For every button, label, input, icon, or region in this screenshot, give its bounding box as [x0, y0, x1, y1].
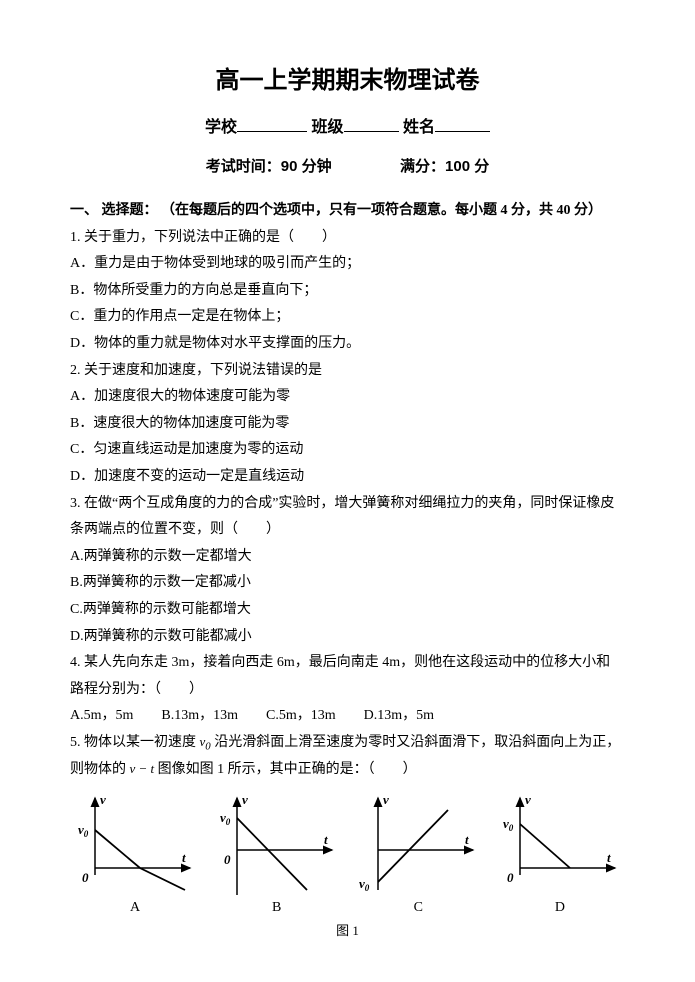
exam-meta: 考试时间：90 分钟 满分：100 分 [70, 155, 625, 176]
time-label: 考试时间： [206, 158, 281, 175]
student-info-line: 学校 班级 姓名 [70, 113, 625, 137]
figure-a-label: A [70, 900, 200, 916]
graph-b-svg: v t v0 0 [212, 790, 342, 900]
name-label: 姓名 [403, 119, 435, 136]
axis-t-label: t [465, 832, 469, 847]
q5-stem-2: 则物体的 v − t 图像如图 1 所示，其中正确的是：（ ） [70, 757, 625, 784]
q3-stem-1: 3. 在做“两个互成角度的力的合成”实验时，增大弹簧称对细绳拉力的夹角，同时保证… [70, 491, 625, 518]
section-1-head: 一、 选择题： （在每题后的四个选项中，只有一项符合题意。每小题 4 分，共 4… [70, 198, 625, 225]
question-1: 1. 关于重力，下列说法中正确的是（ ） A．重力是由于物体受到地球的吸引而产生… [70, 225, 625, 358]
q4-opts: A.5m，5m B.13m，13m C.5m，13m D.13m，5m [70, 703, 625, 730]
page-title: 高一上学期期末物理试卷 [70, 60, 625, 95]
school-label: 学校 [205, 119, 237, 136]
full-label: 满分： [400, 158, 445, 175]
q2-opt-d: D．加速度不变的运动一定是直线运动 [70, 464, 625, 491]
question-3: 3. 在做“两个互成角度的力的合成”实验时，增大弹簧称对细绳拉力的夹角，同时保证… [70, 491, 625, 651]
q2-stem: 2. 关于速度和加速度，下列说法错误的是 [70, 358, 625, 385]
q3-opt-c: C.两弹簧称的示数可能都增大 [70, 597, 625, 624]
q3-opt-a: A.两弹簧称的示数一定都增大 [70, 544, 625, 571]
q2-opt-a: A．加速度很大的物体速度可能为零 [70, 384, 625, 411]
question-2: 2. 关于速度和加速度，下列说法错误的是 A．加速度很大的物体速度可能为零 B．… [70, 358, 625, 491]
v0-label: v0 [220, 810, 231, 827]
q5-stem-2a: 则物体的 [70, 762, 130, 777]
section-1-label: 一、 选择题： [70, 203, 158, 218]
axis-v-label: v [100, 792, 106, 807]
v0-label: v0 [359, 876, 370, 893]
q2-opt-c: C．匀速直线运动是加速度为零的运动 [70, 437, 625, 464]
q1-opt-b: B．物体所受重力的方向总是垂直向下； [70, 278, 625, 305]
figure-row: v t v0 0 A v t v0 0 [70, 790, 625, 916]
axis-v-label: v [242, 792, 248, 807]
graph-a-svg: v t v0 0 [70, 790, 200, 900]
q2-opt-b: B．速度很大的物体加速度可能为零 [70, 411, 625, 438]
q4-stem-1: 4. 某人先向东走 3m，接着向西走 6m，最后向南走 4m，则他在这段运动中的… [70, 650, 625, 677]
axis-t-label: t [324, 832, 328, 847]
figure-c: v t v0 C [353, 790, 483, 916]
figure-b: v t v0 0 B [212, 790, 342, 916]
graph-c-svg: v t v0 [353, 790, 483, 900]
question-4: 4. 某人先向东走 3m，接着向西走 6m，最后向南走 4m，则他在这段运动中的… [70, 650, 625, 730]
axis-v-label: v [525, 792, 531, 807]
q5-vt: v − t [130, 761, 155, 776]
q5-v0: v0 [200, 734, 211, 749]
v0-label: v0 [78, 822, 89, 839]
origin-label: 0 [224, 852, 231, 867]
origin-label: 0 [507, 870, 514, 885]
q1-opt-c: C．重力的作用点一定是在物体上； [70, 304, 625, 331]
q5-stem-1: 5. 物体以某一初速度 v0 沿光滑斜面上滑至速度为零时又沿斜面滑下，取沿斜面向… [70, 730, 625, 757]
class-blank[interactable] [344, 115, 399, 132]
figure-a: v t v0 0 A [70, 790, 200, 916]
figure-d: v t v0 0 D [495, 790, 625, 916]
q5-stem-2b: 图像如图 1 所示，其中正确的是：（ ） [154, 762, 417, 777]
q5-stem-1b: 沿光滑斜面上滑至速度为零时又沿斜面滑下，取沿斜面向上为正， [211, 735, 621, 750]
graph-d-svg: v t v0 0 [495, 790, 625, 900]
q4-stem-2: 路程分别为：（ ） [70, 677, 625, 704]
time-value: 90 分钟 [281, 158, 332, 175]
q1-stem: 1. 关于重力，下列说法中正确的是（ ） [70, 225, 625, 252]
exam-page: 高一上学期期末物理试卷 学校 班级 姓名 考试时间：90 分钟 满分：100 分… [0, 0, 695, 969]
q1-opt-a: A．重力是由于物体受到地球的吸引而产生的； [70, 251, 625, 278]
q5-stem-1a: 5. 物体以某一初速度 [70, 735, 200, 750]
q1-opt-d: D．物体的重力就是物体对水平支撑面的压力。 [70, 331, 625, 358]
q3-opt-d: D.两弹簧称的示数可能都减小 [70, 624, 625, 651]
axis-t-label: t [182, 850, 186, 865]
name-blank[interactable] [435, 115, 490, 132]
origin-label: 0 [82, 870, 89, 885]
axis-v-label: v [383, 792, 389, 807]
class-label: 班级 [311, 119, 343, 136]
question-5: 5. 物体以某一初速度 v0 沿光滑斜面上滑至速度为零时又沿斜面滑下，取沿斜面向… [70, 730, 625, 784]
figure-b-label: B [212, 900, 342, 916]
q3-opt-b: B.两弹簧称的示数一定都减小 [70, 570, 625, 597]
q3-stem-2: 条两端点的位置不变，则（ ） [70, 517, 625, 544]
figure-caption: 图 1 [70, 920, 625, 939]
axis-t-label: t [607, 850, 611, 865]
full-value: 100 分 [445, 158, 489, 175]
section-1-desc: （在每题后的四个选项中，只有一项符合题意。每小题 4 分，共 40 分） [161, 203, 602, 218]
figure-c-label: C [353, 900, 483, 916]
figure-d-label: D [495, 900, 625, 916]
school-blank[interactable] [237, 115, 307, 132]
v0-label: v0 [503, 816, 514, 833]
